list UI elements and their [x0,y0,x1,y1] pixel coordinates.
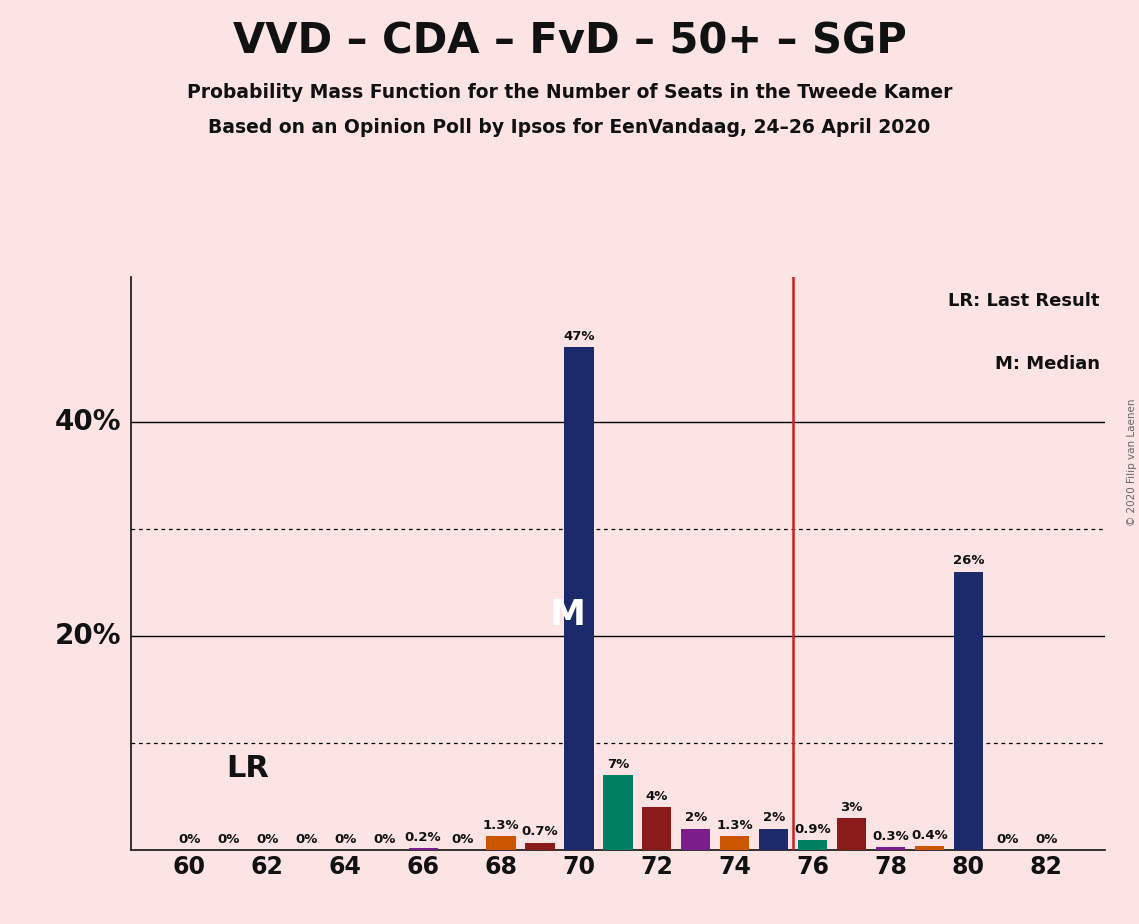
Text: 1.3%: 1.3% [716,819,753,832]
Text: VVD – CDA – FvD – 50+ – SGP: VVD – CDA – FvD – 50+ – SGP [232,20,907,62]
Text: 0%: 0% [178,833,200,845]
Bar [642,808,672,850]
Bar [837,818,867,850]
Text: 1.3%: 1.3% [483,819,519,832]
Text: 0%: 0% [218,833,239,845]
Text: © 2020 Filip van Laenen: © 2020 Filip van Laenen [1128,398,1137,526]
Text: 2%: 2% [763,811,785,824]
Text: 0.3%: 0.3% [872,830,909,843]
Text: 2%: 2% [685,811,707,824]
Text: 0.4%: 0.4% [911,829,948,842]
Text: LR: LR [227,754,269,784]
Bar [953,572,983,850]
Text: 0%: 0% [451,833,474,845]
Text: M: Median: M: Median [995,355,1100,372]
Text: 0.2%: 0.2% [404,831,442,844]
Bar [798,841,827,850]
Bar [525,843,555,850]
Bar [720,836,749,850]
Text: 0.7%: 0.7% [522,825,558,838]
Text: LR: Last Result: LR: Last Result [949,292,1100,310]
Text: 7%: 7% [607,758,629,771]
Text: 0%: 0% [295,833,318,845]
Bar [486,836,516,850]
Text: M: M [550,598,587,631]
Text: 3%: 3% [841,801,863,814]
Text: 0%: 0% [372,833,395,845]
Text: 0%: 0% [1035,833,1058,845]
Text: 26%: 26% [952,554,984,567]
Text: 20%: 20% [55,622,121,650]
Text: 0%: 0% [334,833,357,845]
Bar [681,829,711,850]
Bar [604,775,632,850]
Text: 0.9%: 0.9% [794,823,831,836]
Text: Probability Mass Function for the Number of Seats in the Tweede Kamer: Probability Mass Function for the Number… [187,83,952,103]
Text: 47%: 47% [563,330,595,343]
Bar [759,829,788,850]
Bar [564,346,593,850]
Bar [876,847,906,850]
Text: 40%: 40% [55,407,121,436]
Bar [409,848,437,850]
Text: Based on an Opinion Poll by Ipsos for EenVandaag, 24–26 April 2020: Based on an Opinion Poll by Ipsos for Ee… [208,118,931,138]
Text: 4%: 4% [646,790,669,803]
Bar [915,845,944,850]
Text: 0%: 0% [256,833,279,845]
Text: 0%: 0% [997,833,1018,845]
